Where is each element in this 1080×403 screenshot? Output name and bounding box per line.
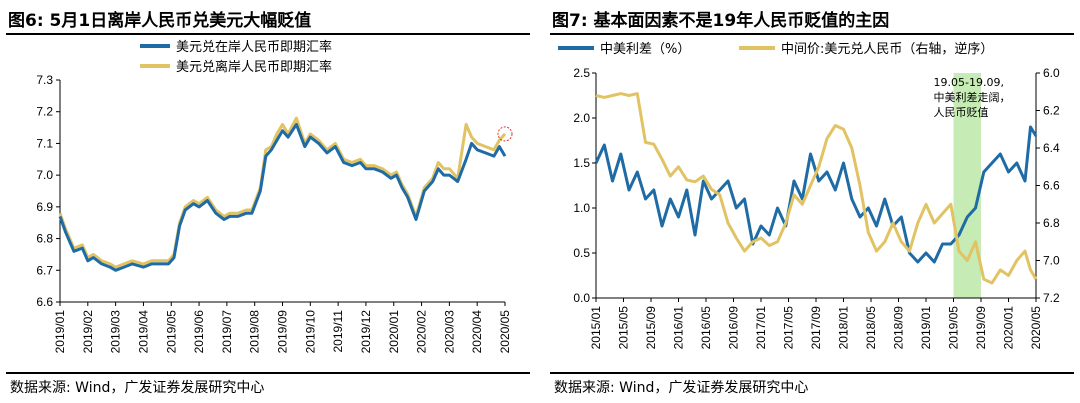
right-x-tick-label: 2016/05	[699, 306, 713, 350]
left-footer-rule	[6, 372, 530, 374]
left-y-tick-label: 7.3	[36, 73, 53, 87]
right-title-rule	[550, 33, 1074, 35]
left-y-tick-label: 7.1	[36, 136, 53, 150]
left-highlight-circle	[497, 126, 513, 142]
left-y-tick-label: 6.8	[36, 232, 53, 246]
right-y-tick-label: 0.0	[573, 291, 590, 305]
right-y2-tick-label: 6.2	[1043, 104, 1060, 118]
right-chart-plot: 0.00.51.01.52.02.5 6.06.26.46.66.87.07.22…	[558, 41, 1060, 350]
right-source-note: 数据来源: Wind，广发证券发展研究中心	[554, 380, 809, 396]
right-series-spread-line	[594, 125, 1038, 264]
right-x-tick-label: 2016/09	[727, 306, 741, 350]
right-x-tick-label: 2017/09	[809, 306, 823, 350]
left-x-tick-label: 2020/01	[387, 310, 401, 354]
right-chart-title: 图7: 基本面因素不是19年人民币贬值的主因	[552, 11, 890, 31]
right-y2-tick-label: 6.4	[1043, 141, 1060, 155]
right-y2-tick-label: 6.0	[1043, 66, 1060, 80]
left-chart-title: 图6: 5月1日离岸人民币兑美元大幅贬值	[8, 11, 312, 31]
right-annotation-text: 人民币贬值	[934, 106, 989, 119]
right-y-tick-label: 2.5	[573, 66, 590, 80]
left-series-offshore-line	[58, 116, 507, 269]
left-x-tick-label: 2020/05	[498, 310, 512, 354]
right-chart-panel: 图7: 基本面因素不是19年人民币贬值的主因 0.0 0.5 1.0 1.5 2.0 2.…	[544, 0, 1080, 403]
left-legend-label: 美元兑离岸人民币即期汇率	[176, 59, 332, 75]
right-annotation-text: 19.05-19.09,	[934, 76, 1004, 89]
right-x-tick-label: 2015/05	[617, 306, 631, 350]
right-x-tick-label: 2018/09	[892, 306, 906, 350]
left-y-tick-label: 6.6	[36, 295, 53, 309]
left-x-tick-label: 2019/10	[303, 310, 317, 354]
left-legend-label: 美元兑在岸人民币即期汇率	[176, 39, 332, 55]
right-y2-tick-label: 7.2	[1043, 291, 1060, 305]
right-footer-rule	[550, 372, 1074, 374]
right-x-tick-label: 2020/01	[1002, 306, 1016, 350]
right-x-tick-label: 2020/05	[1029, 306, 1043, 350]
right-x-tick-label: 2019/09	[974, 306, 988, 350]
left-source-note: 数据来源: Wind，广发证券发展研究中心	[10, 380, 265, 396]
left-x-tick-label: 2019/01	[53, 310, 67, 354]
left-x-tick-label: 2019/06	[192, 310, 206, 354]
right-x-tick-label: 2019/05	[947, 306, 961, 350]
right-y-tick-label: 1.0	[573, 201, 590, 215]
left-x-tick-label: 2019/11	[331, 310, 345, 353]
left-x-tick-label: 2019/12	[359, 310, 373, 354]
right-annotation-text: 中美利差走阔，	[934, 90, 1011, 104]
right-x-tick-label: 2018/05	[864, 306, 878, 350]
left-x-tick-label: 2020/03	[442, 310, 456, 354]
right-x-tick-label: 2015/09	[644, 306, 658, 350]
right-legend-label: 中间价:美元兑人民币（右轴，逆序）	[781, 41, 993, 57]
right-y-tick-label: 0.5	[573, 246, 590, 260]
right-x-tick-label: 2015/01	[589, 306, 603, 350]
left-x-tick-label: 2019/03	[109, 310, 123, 354]
right-y-tick-label: 2.0	[573, 111, 590, 125]
left-x-tick-label: 2019/09	[276, 310, 290, 354]
right-y2-tick-label: 7.0	[1043, 254, 1060, 268]
left-x-tick-label: 2019/07	[220, 310, 234, 354]
left-y-tick-label: 6.9	[36, 200, 53, 214]
left-x-tick-label: 2020/02	[415, 310, 429, 354]
right-y2-tick-label: 6.6	[1043, 179, 1060, 193]
left-chart-plot: 6.6 6.7 6.8 6.9 7.0 7.1 7.2 7.3 2019/01 2019/02 20…	[36, 39, 513, 354]
left-x-tick-label: 2020/04	[470, 310, 484, 354]
left-y-tick-label: 7.0	[36, 168, 53, 182]
right-legend-label: 中美利差（%）	[600, 42, 690, 57]
right-x-tick-label: 2017/01	[754, 306, 768, 350]
left-series-onshore-line	[58, 122, 507, 272]
right-y-tick-label: 1.5	[573, 156, 590, 170]
left-y-tick-label: 6.7	[36, 263, 53, 277]
right-x-tick-label: 2016/01	[672, 306, 686, 350]
left-chart-panel: 图6: 5月1日离岸人民币兑美元大幅贬值 6.6 6.7 6.8 6.9 7.0 7.1 7…	[0, 0, 536, 403]
right-x-tick-label: 2018/01	[837, 306, 851, 350]
left-x-tick-label: 2019/04	[136, 310, 150, 354]
right-x-tick-label: 2019/01	[919, 306, 933, 350]
right-y2-tick-label: 6.8	[1043, 216, 1060, 230]
left-x-tick-label: 2019/05	[164, 310, 178, 354]
right-series-fixing-line	[595, 92, 1038, 285]
left-x-tick-label: 2019/08	[248, 310, 262, 354]
left-y-tick-label: 7.2	[36, 105, 53, 119]
right-x-tick-label: 2017/05	[782, 306, 796, 350]
left-x-tick-label: 2019/02	[81, 310, 95, 354]
left-title-rule	[6, 33, 530, 35]
